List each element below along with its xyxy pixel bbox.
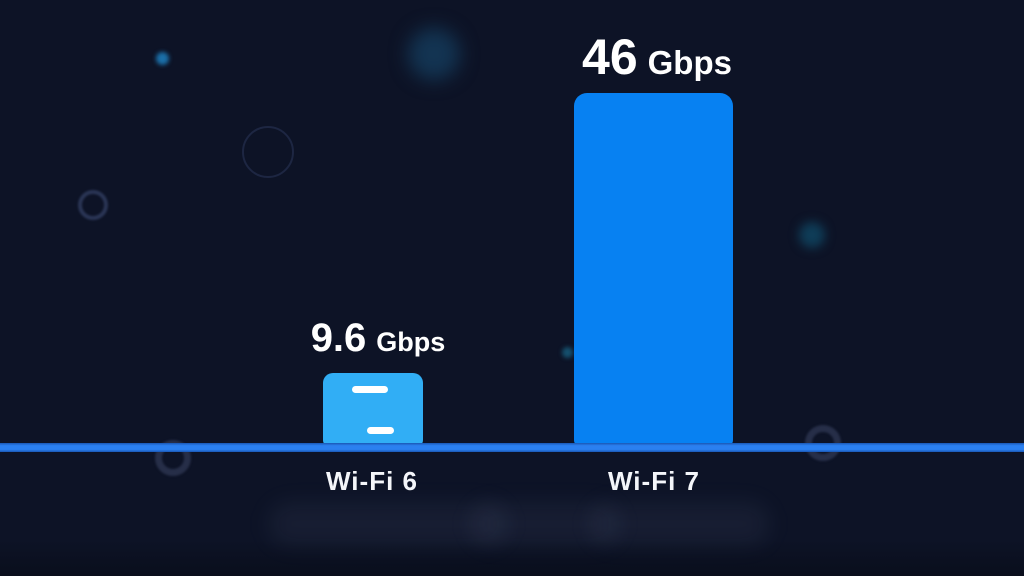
value-number: 9.6 (310, 316, 367, 360)
glow-dot-icon (799, 222, 825, 248)
bokeh-blob-icon (408, 28, 460, 80)
bar-wifi6 (323, 373, 423, 447)
value-unit: Gbps (647, 44, 732, 81)
ring-icon (78, 190, 108, 220)
blurred-watermark (268, 502, 508, 546)
baseline-axis (0, 443, 1024, 452)
bottom-vignette (0, 540, 1024, 576)
circle-outline-icon (242, 126, 294, 178)
bar-wifi7 (574, 93, 733, 447)
value-label-wifi6: 9.6 Gbps (278, 316, 478, 361)
dash-mark-icon (367, 427, 394, 434)
dash-mark-icon (352, 386, 388, 393)
value-unit: Gbps (376, 327, 446, 357)
glow-dot-icon (156, 52, 169, 65)
blurred-watermark (470, 502, 620, 546)
blurred-watermark (590, 502, 770, 546)
value-number: 46 (582, 29, 638, 85)
glow-dot-icon (562, 347, 573, 358)
category-label-wifi6: Wi-Fi 6 (326, 466, 418, 496)
value-label-wifi7: 46 Gbps (557, 28, 757, 86)
category-label-wifi7: Wi-Fi 7 (608, 466, 700, 496)
